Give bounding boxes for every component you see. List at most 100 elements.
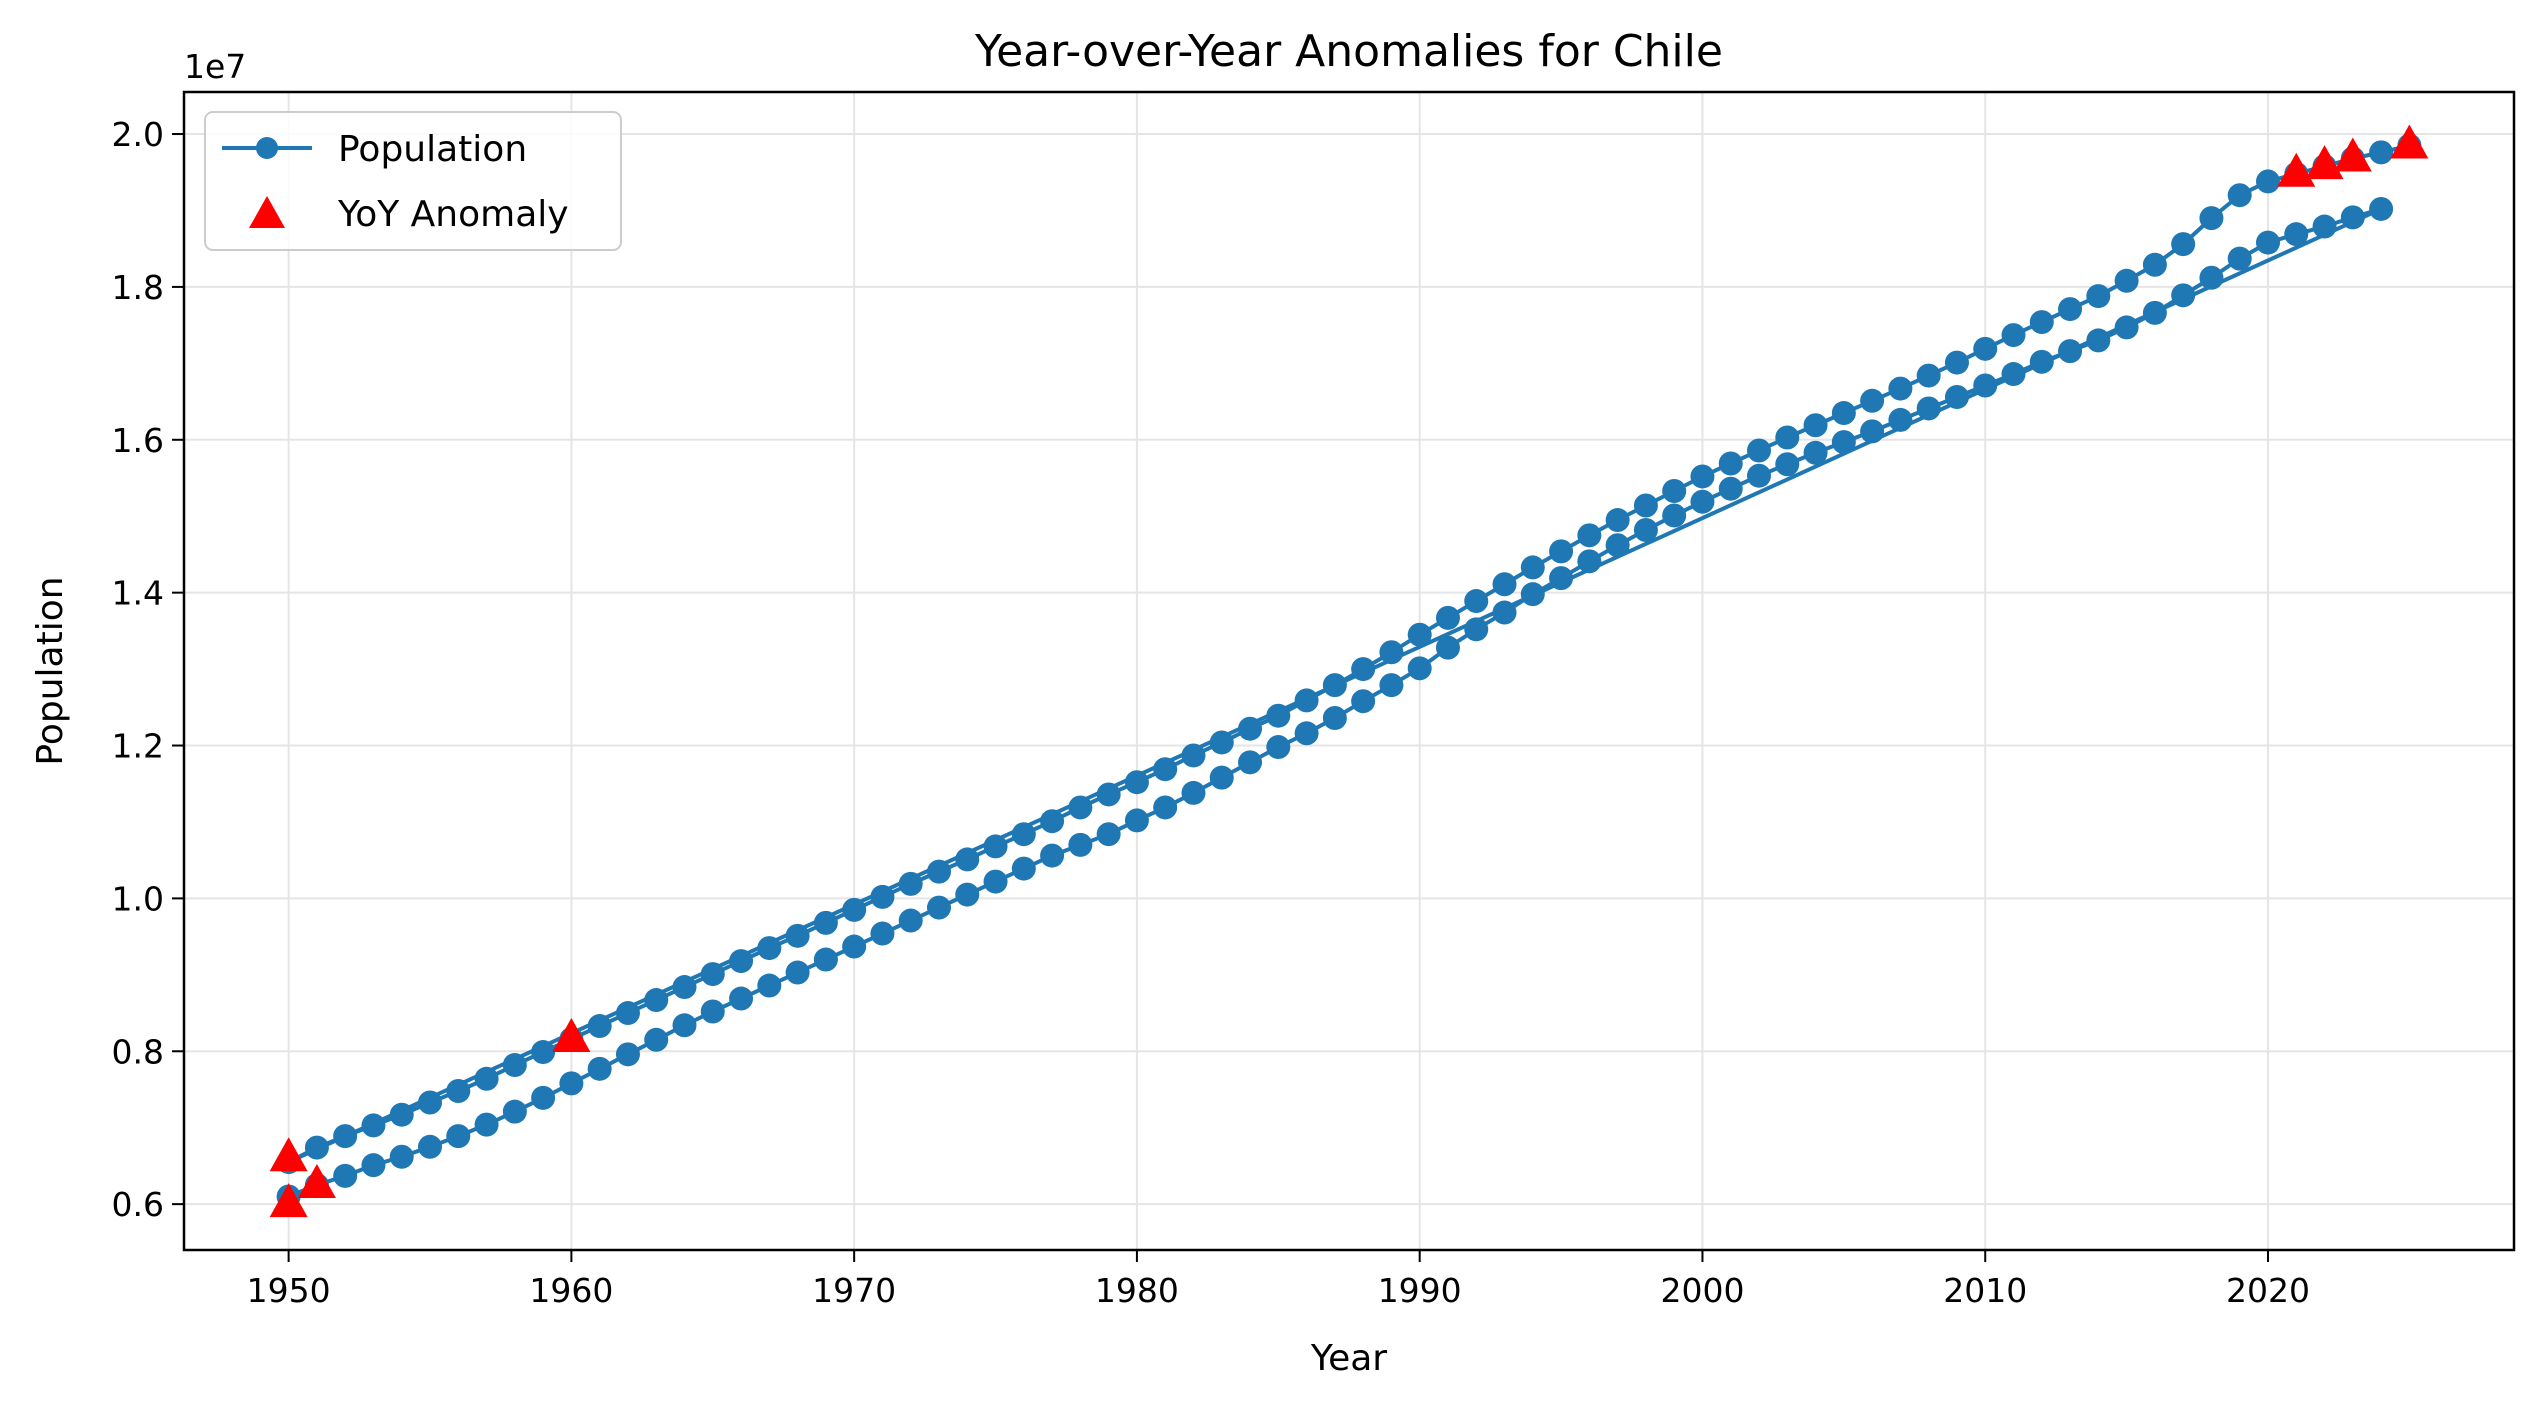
grid (184, 92, 2514, 1250)
population-point (1662, 478, 1687, 503)
x-tick-label: 1970 (812, 1271, 896, 1310)
population-point (1605, 508, 1630, 533)
population-point (1944, 384, 1969, 409)
population-point (842, 897, 867, 922)
population-point (1520, 555, 1545, 580)
population-point (1266, 735, 1291, 760)
population-point (1322, 673, 1347, 698)
population-point (842, 934, 867, 959)
population-point (757, 973, 782, 998)
population-point (474, 1112, 499, 1137)
population-point (644, 988, 669, 1013)
population-point (898, 908, 923, 933)
population-point (333, 1124, 358, 1149)
population-point (1040, 809, 1065, 834)
population-point (1520, 582, 1545, 607)
population-point (1549, 566, 1574, 591)
population-point (1577, 549, 1602, 574)
population-point (926, 895, 951, 920)
anomaly-point (269, 1183, 308, 1218)
population-point (1888, 376, 1913, 401)
population-point (304, 1135, 329, 1160)
y-tick-label: 1.0 (112, 879, 164, 918)
population-point (2227, 183, 2252, 208)
population-point (389, 1102, 414, 1127)
population-point (1549, 539, 1574, 564)
population-point (1690, 489, 1715, 514)
y-tick-label: 2.0 (112, 115, 164, 154)
population-point (1831, 401, 1856, 426)
population-point (2114, 315, 2139, 340)
population-point (2284, 222, 2309, 247)
population-point (1068, 795, 1093, 820)
population-point (2058, 297, 2083, 322)
population-point (2199, 265, 2224, 290)
y-tick-label: 0.8 (112, 1032, 164, 1071)
legend: Population YoY Anomaly (204, 111, 622, 251)
population-point (870, 921, 895, 946)
population-point (1435, 605, 1460, 630)
population-point (1577, 523, 1602, 548)
legend-triangle-marker (249, 196, 285, 228)
population-point (1011, 822, 1036, 847)
population-point (926, 859, 951, 884)
population-point (1973, 336, 1998, 361)
population-point (1181, 780, 1206, 805)
x-tick-label: 2020 (2226, 1271, 2310, 1310)
population-point (1238, 750, 1263, 775)
population-point (2001, 362, 2026, 387)
population-point (1011, 856, 1036, 881)
population-point (333, 1163, 358, 1188)
population-point (1747, 463, 1772, 488)
population-point (672, 1013, 697, 1038)
population-point (1973, 373, 1998, 398)
population-point (672, 975, 697, 1000)
population-point (700, 962, 725, 987)
population-point (2029, 310, 2054, 335)
population-point (813, 947, 838, 972)
population-point (2142, 300, 2167, 325)
population-point (1435, 635, 1460, 660)
population-point (1379, 673, 1404, 698)
population-point (1633, 517, 1658, 542)
x-tick-label: 1990 (1378, 1271, 1462, 1310)
population-point (1916, 396, 1941, 421)
population-point (2171, 232, 2196, 257)
y-tick-label: 1.6 (112, 421, 164, 460)
population-point (1096, 822, 1121, 847)
population-point (502, 1099, 527, 1124)
population-point (955, 847, 980, 872)
population-point (2199, 206, 2224, 231)
population-point (2086, 328, 2111, 353)
legend-label-population: Population (338, 129, 527, 170)
population-point (1096, 782, 1121, 807)
population-point (1209, 765, 1234, 790)
axis-ticks: 1950 1960 1970 1980 1990 2000 2010 2020 0.6 0.8 1.… (112, 115, 2310, 1310)
population-point (1294, 688, 1319, 713)
axes-frame (182, 90, 2516, 1252)
population-point (559, 1071, 584, 1096)
population-point (2227, 246, 2252, 271)
population-point (1351, 689, 1376, 714)
population-point (1464, 617, 1489, 642)
population-point (587, 1056, 612, 1081)
legend-circle-marker (256, 137, 278, 159)
population-point (2340, 205, 2365, 230)
population-point (1068, 832, 1093, 857)
population-point (1238, 716, 1263, 741)
population-point (2001, 323, 2026, 348)
population-point (418, 1090, 443, 1115)
population-point (2142, 252, 2167, 277)
population-point (2029, 349, 2054, 374)
population-point (1775, 452, 1800, 477)
x-tick-label: 2000 (1660, 1271, 1744, 1310)
population-point (446, 1124, 471, 1149)
population-point (1605, 533, 1630, 558)
population-point (587, 1014, 612, 1039)
population-point (785, 960, 810, 985)
population-point (502, 1053, 527, 1078)
plot-area (269, 124, 2429, 1218)
population-point (813, 910, 838, 935)
anomaly-point (2333, 137, 2372, 172)
chart-title: Year-over-Year Anomalies for Chile (974, 26, 1723, 77)
